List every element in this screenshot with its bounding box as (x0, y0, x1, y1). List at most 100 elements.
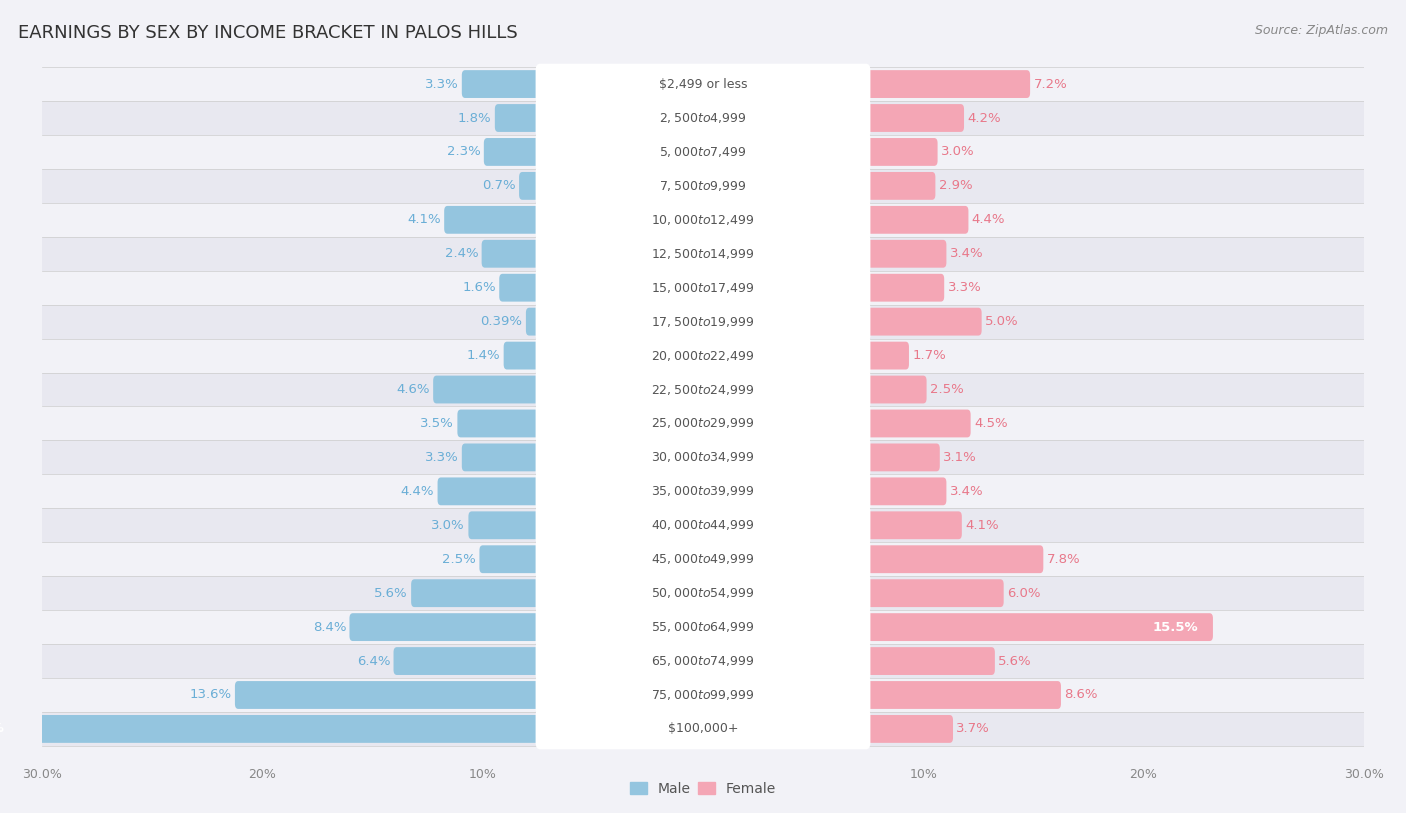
Text: 4.6%: 4.6% (396, 383, 430, 396)
Text: 8.6%: 8.6% (1064, 689, 1098, 702)
FancyBboxPatch shape (444, 206, 541, 234)
Text: $25,000 to $29,999: $25,000 to $29,999 (651, 416, 755, 430)
FancyBboxPatch shape (484, 138, 541, 166)
Text: 3.1%: 3.1% (943, 451, 977, 464)
FancyBboxPatch shape (468, 511, 541, 539)
FancyBboxPatch shape (865, 477, 946, 505)
FancyBboxPatch shape (865, 341, 908, 369)
Text: 2.3%: 2.3% (447, 146, 481, 159)
FancyBboxPatch shape (865, 172, 935, 200)
FancyBboxPatch shape (461, 70, 541, 98)
Text: 2.5%: 2.5% (443, 553, 477, 566)
FancyBboxPatch shape (865, 138, 938, 166)
Text: $30,000 to $34,999: $30,000 to $34,999 (651, 450, 755, 464)
Text: $2,499 or less: $2,499 or less (659, 77, 747, 90)
Text: 0.7%: 0.7% (482, 180, 516, 193)
Text: 5.6%: 5.6% (998, 654, 1032, 667)
FancyBboxPatch shape (42, 712, 1364, 746)
Text: $22,500 to $24,999: $22,500 to $24,999 (651, 383, 755, 397)
Text: 3.3%: 3.3% (948, 281, 981, 294)
FancyBboxPatch shape (536, 335, 870, 376)
FancyBboxPatch shape (42, 610, 1364, 644)
FancyBboxPatch shape (865, 308, 981, 336)
Text: 3.3%: 3.3% (425, 77, 458, 90)
Text: 5.6%: 5.6% (374, 587, 408, 600)
FancyBboxPatch shape (536, 606, 870, 647)
FancyBboxPatch shape (536, 166, 870, 207)
FancyBboxPatch shape (536, 98, 870, 138)
FancyBboxPatch shape (42, 542, 1364, 576)
FancyBboxPatch shape (526, 308, 541, 336)
FancyBboxPatch shape (495, 104, 541, 132)
FancyBboxPatch shape (865, 376, 927, 403)
FancyBboxPatch shape (350, 613, 541, 641)
FancyBboxPatch shape (42, 67, 1364, 101)
Text: 5.0%: 5.0% (986, 315, 1018, 328)
Text: EARNINGS BY SEX BY INCOME BRACKET IN PALOS HILLS: EARNINGS BY SEX BY INCOME BRACKET IN PAL… (18, 24, 517, 42)
Text: 2.4%: 2.4% (444, 247, 478, 260)
FancyBboxPatch shape (536, 63, 870, 104)
Text: $100,000+: $100,000+ (668, 723, 738, 736)
FancyBboxPatch shape (42, 576, 1364, 610)
Text: 2.5%: 2.5% (929, 383, 963, 396)
FancyBboxPatch shape (519, 172, 541, 200)
FancyBboxPatch shape (536, 471, 870, 511)
FancyBboxPatch shape (0, 715, 541, 743)
Text: $12,500 to $14,999: $12,500 to $14,999 (651, 247, 755, 261)
Text: $55,000 to $64,999: $55,000 to $64,999 (651, 620, 755, 634)
Text: 0.39%: 0.39% (481, 315, 523, 328)
FancyBboxPatch shape (865, 715, 953, 743)
Text: 4.1%: 4.1% (408, 213, 441, 226)
FancyBboxPatch shape (437, 477, 541, 505)
Text: 4.4%: 4.4% (401, 485, 434, 498)
FancyBboxPatch shape (42, 305, 1364, 339)
FancyBboxPatch shape (536, 369, 870, 410)
FancyBboxPatch shape (42, 101, 1364, 135)
FancyBboxPatch shape (865, 613, 1213, 641)
Text: $50,000 to $54,999: $50,000 to $54,999 (651, 586, 755, 600)
FancyBboxPatch shape (461, 444, 541, 472)
Text: $10,000 to $12,499: $10,000 to $12,499 (651, 213, 755, 227)
Text: 3.5%: 3.5% (420, 417, 454, 430)
Text: 26.8%: 26.8% (0, 723, 4, 736)
FancyBboxPatch shape (42, 169, 1364, 203)
Text: 3.4%: 3.4% (949, 485, 983, 498)
FancyBboxPatch shape (865, 240, 946, 267)
FancyBboxPatch shape (503, 341, 541, 369)
Text: 15.5%: 15.5% (1153, 620, 1198, 633)
Text: 3.7%: 3.7% (956, 723, 990, 736)
FancyBboxPatch shape (536, 302, 870, 342)
Text: 4.1%: 4.1% (965, 519, 998, 532)
FancyBboxPatch shape (499, 274, 541, 302)
FancyBboxPatch shape (865, 206, 969, 234)
FancyBboxPatch shape (865, 647, 995, 675)
FancyBboxPatch shape (865, 579, 1004, 607)
FancyBboxPatch shape (536, 233, 870, 274)
Legend: Male, Female: Male, Female (624, 776, 782, 802)
Text: 7.2%: 7.2% (1033, 77, 1067, 90)
Text: 4.4%: 4.4% (972, 213, 1005, 226)
FancyBboxPatch shape (865, 444, 939, 472)
FancyBboxPatch shape (42, 644, 1364, 678)
FancyBboxPatch shape (42, 339, 1364, 372)
Text: 1.4%: 1.4% (467, 349, 501, 362)
FancyBboxPatch shape (42, 441, 1364, 474)
Text: Source: ZipAtlas.com: Source: ZipAtlas.com (1254, 24, 1388, 37)
Text: $65,000 to $74,999: $65,000 to $74,999 (651, 654, 755, 668)
FancyBboxPatch shape (42, 237, 1364, 271)
FancyBboxPatch shape (865, 410, 970, 437)
FancyBboxPatch shape (536, 132, 870, 172)
FancyBboxPatch shape (457, 410, 541, 437)
FancyBboxPatch shape (865, 104, 965, 132)
Text: 4.5%: 4.5% (974, 417, 1008, 430)
Text: $40,000 to $44,999: $40,000 to $44,999 (651, 519, 755, 533)
Text: $2,500 to $4,999: $2,500 to $4,999 (659, 111, 747, 125)
Text: $17,500 to $19,999: $17,500 to $19,999 (651, 315, 755, 328)
Text: 4.2%: 4.2% (967, 111, 1001, 124)
FancyBboxPatch shape (536, 539, 870, 580)
FancyBboxPatch shape (536, 505, 870, 546)
FancyBboxPatch shape (536, 573, 870, 614)
FancyBboxPatch shape (482, 240, 541, 267)
Text: 6.0%: 6.0% (1007, 587, 1040, 600)
FancyBboxPatch shape (42, 406, 1364, 441)
